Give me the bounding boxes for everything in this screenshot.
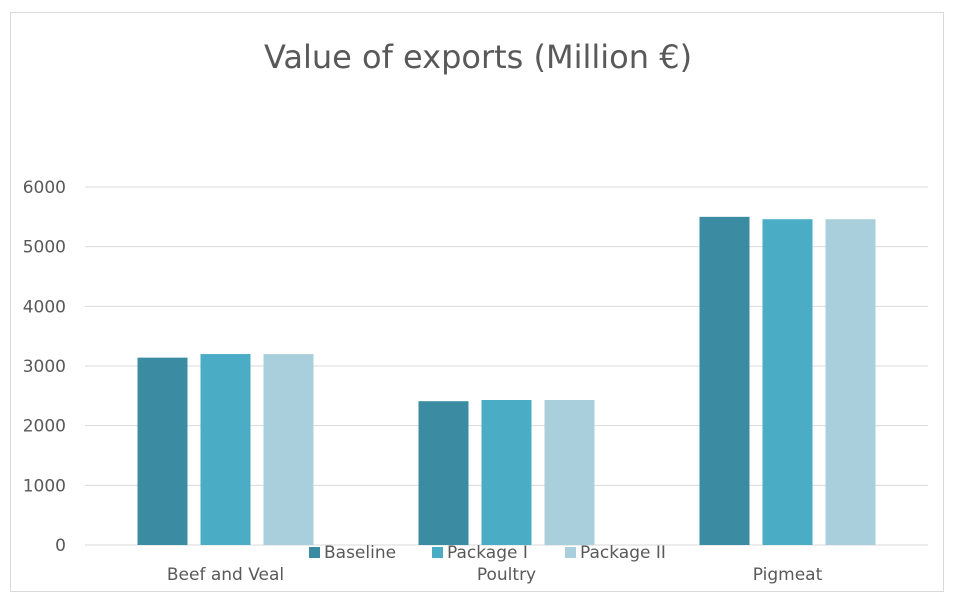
legend: Baseline Package I Package II [309, 543, 666, 563]
bar-package-i-beef-and-veal [200, 354, 251, 545]
legend-swatch [565, 547, 576, 558]
legend-label: Package I [447, 543, 528, 563]
legend-swatch [432, 547, 443, 558]
category-label: Poultry [477, 565, 536, 585]
bar-package-ii-poultry [544, 400, 595, 545]
category-label: Pigmeat [753, 565, 823, 585]
y-tick-label: 4000 [23, 297, 66, 317]
y-tick-label: 5000 [23, 238, 66, 258]
y-tick-label: 6000 [23, 178, 66, 198]
y-axis-ticks: 0 1000 2000 3000 4000 5000 6000 [23, 178, 66, 556]
bar-baseline-beef-and-veal [137, 357, 188, 545]
bar-package-ii-beef-and-veal [263, 354, 314, 545]
y-tick-label: 3000 [23, 357, 66, 377]
legend-label: Baseline [324, 543, 396, 563]
bar-package-i-pigmeat [762, 219, 813, 545]
y-tick-label: 2000 [23, 417, 66, 437]
y-tick-label: 0 [55, 536, 66, 556]
bar-baseline-poultry [418, 401, 469, 545]
bars [137, 216, 876, 546]
bar-package-ii-pigmeat [825, 219, 876, 545]
bar-package-i-poultry [481, 400, 532, 545]
y-tick-label: 1000 [23, 476, 66, 496]
legend-label: Package II [580, 543, 666, 563]
bar-baseline-pigmeat [699, 216, 750, 546]
x-axis-categories: Beef and Veal Poultry Pigmeat [167, 565, 823, 585]
category-label: Beef and Veal [167, 565, 284, 585]
legend-swatch [309, 547, 320, 558]
chart-title: Value of exports (Million €) [263, 38, 693, 76]
